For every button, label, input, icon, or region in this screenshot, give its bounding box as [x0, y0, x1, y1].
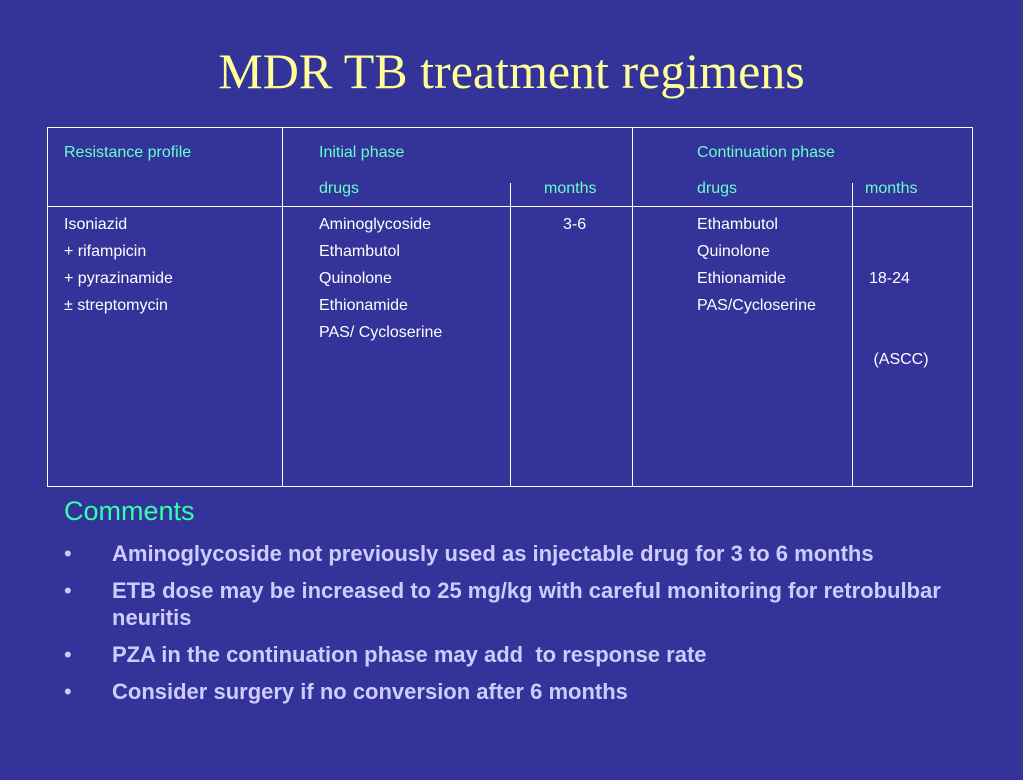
- bullet-icon: •: [64, 642, 72, 667]
- header-initial-drugs: drugs: [319, 180, 360, 197]
- cell-continuation-months: 18-24 (ASCC): [869, 211, 929, 427]
- header-continuation-months: months: [865, 180, 918, 197]
- cell-initial-months: 3-6: [563, 211, 586, 238]
- header-initial-months: months: [544, 180, 597, 197]
- comment-item: • PZA in the continuation phase may add …: [64, 641, 964, 668]
- cell-continuation-drugs: Ethambutol Quinolone Ethionamide PAS/Cyc…: [697, 211, 816, 319]
- header-continuation-drugs: drugs: [697, 180, 738, 197]
- table-divider-profile: [282, 127, 283, 487]
- initial-drug: Ethionamide: [319, 297, 408, 314]
- initial-drug: PAS/ Cycloserine: [319, 324, 443, 341]
- continuation-drug: Ethambutol: [697, 216, 778, 233]
- bullet-icon: •: [64, 578, 72, 603]
- table-divider-phase: [632, 127, 633, 487]
- table-divider-initial-months: [510, 183, 511, 487]
- comments-heading: Comments: [64, 496, 195, 526]
- table-divider-continuation-months: [852, 183, 853, 487]
- comment-item: • Aminoglycoside not previously used as …: [64, 540, 964, 567]
- resistance-line: Isoniazid: [64, 216, 128, 233]
- resistance-line: + rifampicin: [64, 243, 147, 260]
- resistance-line: ± streptomycin: [64, 297, 168, 314]
- header-resistance-profile: Resistance profile: [64, 144, 192, 161]
- initial-drug: Aminoglycoside: [319, 216, 432, 233]
- comments-list: • Aminoglycoside not previously used as …: [64, 540, 964, 715]
- comment-text: Consider surgery if no conversion after …: [112, 679, 628, 704]
- initial-months-value: 3-6: [563, 216, 587, 233]
- bullet-icon: •: [64, 679, 72, 704]
- resistance-line: + pyrazinamide: [64, 270, 173, 287]
- slide-title: MDR TB treatment regimens: [218, 43, 805, 99]
- continuation-months-note: (ASCC): [869, 351, 929, 368]
- continuation-drug: Ethionamide: [697, 270, 786, 287]
- comment-item: • ETB dose may be increased to 25 mg/kg …: [64, 577, 964, 631]
- header-initial-phase: Initial phase: [319, 144, 405, 161]
- initial-drug: Ethambutol: [319, 243, 400, 260]
- comment-item: • Consider surgery if no conversion afte…: [64, 678, 964, 705]
- comment-text: Aminoglycoside not previously used as in…: [112, 541, 874, 566]
- comment-text: PZA in the continuation phase may add to…: [112, 642, 707, 667]
- initial-drug: Quinolone: [319, 270, 392, 287]
- cell-resistance-profile: Isoniazid + rifampicin + pyrazinamide ± …: [64, 211, 173, 319]
- bullet-icon: •: [64, 541, 72, 566]
- cell-initial-drugs: Aminoglycoside Ethambutol Quinolone Ethi…: [319, 211, 442, 346]
- continuation-months-value: 18-24: [869, 270, 910, 287]
- continuation-drug: PAS/Cycloserine: [697, 297, 816, 314]
- header-continuation-phase: Continuation phase: [697, 144, 835, 161]
- continuation-drug: Quinolone: [697, 243, 770, 260]
- comment-text: ETB dose may be increased to 25 mg/kg wi…: [112, 578, 941, 630]
